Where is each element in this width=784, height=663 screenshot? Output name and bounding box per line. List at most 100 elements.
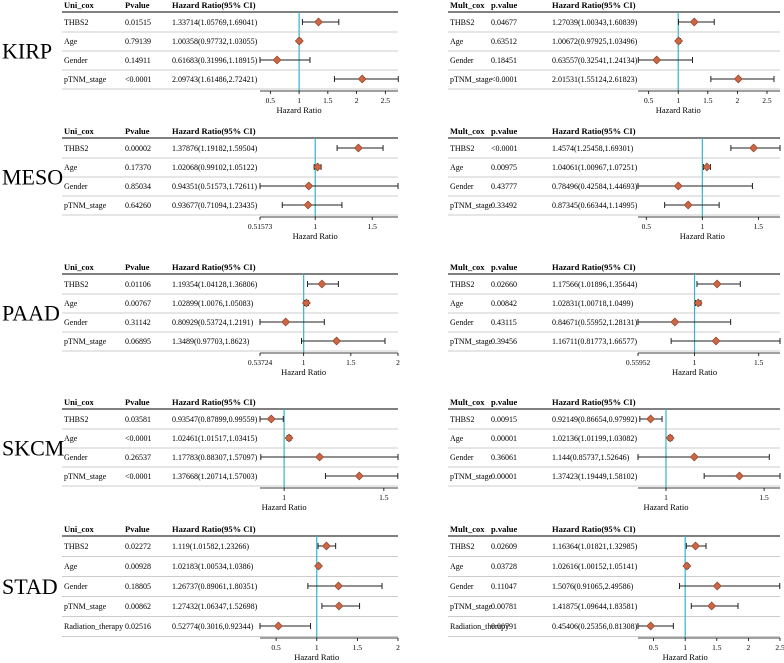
- x-tick-label: 1.5: [759, 493, 769, 502]
- row-variable: Gender: [64, 318, 88, 327]
- row-hazard-ratio-text: 0.84671(0.55952,1.28131): [552, 318, 638, 327]
- hr-point-marker: [304, 181, 314, 191]
- row-pvalue: 0.00928: [125, 562, 151, 571]
- row-hazard-ratio-text: 1.02616(1.00152,1.05141): [552, 562, 638, 571]
- hr-point-marker: [674, 36, 684, 46]
- column-header-hazard-ratio: Hazard Ratio(95% CI): [172, 126, 256, 136]
- row-hazard-ratio-text: 2.09743(1.61486,2.72421): [172, 75, 258, 84]
- x-tick-label: 1.5: [754, 358, 764, 367]
- column-header-variable: Uni_cox: [64, 397, 95, 407]
- row-pvalue: 0.00002: [125, 144, 151, 153]
- x-tick-label: 2: [396, 643, 400, 652]
- row-hazard-ratio-text: 1.00358(0.97732,1.03055): [172, 37, 258, 46]
- x-tick-label: 1.5: [379, 493, 389, 502]
- hr-point-marker: [683, 200, 693, 210]
- row-hazard-ratio-text: 1.00672(0.97925,1.03496): [552, 37, 638, 46]
- row-variable: pTNM_stage: [64, 602, 107, 611]
- hr-point-marker: [693, 298, 703, 308]
- x-tick-label: 1: [315, 643, 319, 652]
- row-hazard-ratio-text: 0.80929(0.53724,1.2191): [172, 318, 254, 327]
- row-variable: THBS2: [450, 18, 474, 27]
- row-hazard-ratio-text: 1.4574(1.25458,1.69301): [552, 144, 634, 153]
- row-hazard-ratio-text: 0.78496(0.42584,1.44693): [552, 182, 638, 191]
- x-axis-label: Hazard Ratio: [294, 652, 339, 662]
- x-tick-label: 0.53724: [248, 358, 273, 367]
- row-hazard-ratio-text: 1.37668(1.20714,1.57003): [172, 472, 258, 481]
- row-hazard-ratio-text: 1.02068(0.99102,1.05122): [172, 163, 258, 172]
- x-tick-label: 1.5: [712, 643, 722, 652]
- row-hazard-ratio-text: 0.45406(0.25356,0.81308): [552, 622, 638, 631]
- hr-point-marker: [652, 55, 662, 65]
- row-variable: pTNM_stage: [450, 602, 493, 611]
- row-variable: pTNM_stage: [450, 75, 493, 84]
- row-hazard-ratio-text: 1.41875(1.09644,1.83581): [552, 602, 638, 611]
- column-header-pvalue: Pvalue: [125, 0, 150, 10]
- column-header-variable: Mult_cox: [450, 397, 485, 407]
- row-hazard-ratio-text: 0.61683(0.31996,1.18915): [172, 56, 258, 65]
- row-variable: Radiation_therapy: [64, 622, 123, 631]
- row-hazard-ratio-text: 1.5076(0.91065,2.49586): [552, 582, 634, 591]
- row-pvalue: 0.64260: [125, 201, 151, 210]
- row-pvalue: 0.43777: [491, 182, 517, 191]
- column-header-hazard-ratio: Hazard Ratio(95% CI): [552, 0, 636, 10]
- row-variable: Gender: [450, 318, 474, 327]
- row-variable: THBS2: [450, 280, 474, 289]
- column-header-variable: Mult_cox: [450, 262, 485, 272]
- column-header-hazard-ratio: Hazard Ratio(95% CI): [552, 262, 636, 272]
- row-hazard-ratio-text: 1.16711(0.81773,1.66577): [552, 337, 637, 346]
- hr-point-marker: [303, 200, 313, 210]
- row-pvalue: 0.14911: [125, 56, 151, 65]
- row-variable: Gender: [64, 182, 88, 191]
- row-hazard-ratio-text: 1.02899(1.0076,1.05083): [172, 299, 254, 308]
- row-hazard-ratio-text: 1.16364(1.01821,1.32985): [552, 542, 638, 551]
- row-variable: THBS2: [64, 144, 88, 153]
- x-tick-label: 1: [282, 493, 286, 502]
- column-header-pvalue: Pvalue: [125, 524, 150, 534]
- row-variable: THBS2: [64, 280, 88, 289]
- column-header-pvalue: p.value: [491, 262, 517, 272]
- x-tick-label: 2.5: [762, 96, 772, 105]
- row-hazard-ratio-text: 0.94351(0.51573,1.72611): [172, 182, 257, 191]
- row-pvalue: 0.02660: [491, 280, 517, 289]
- x-tick-label: 1: [302, 358, 306, 367]
- x-tick-label: 1: [683, 643, 687, 652]
- hr-point-marker: [301, 298, 311, 308]
- row-pvalue: 0.02609: [491, 542, 517, 551]
- row-variable: Gender: [450, 182, 474, 191]
- row-hazard-ratio-text: 1.119(1.01582,1.23266): [172, 542, 249, 551]
- x-tick-label: 2.5: [381, 96, 391, 105]
- column-header-hazard-ratio: Hazard Ratio(95% CI): [552, 524, 636, 534]
- row-pvalue: 0.63512: [491, 37, 517, 46]
- x-axis-label: Hazard Ratio: [656, 105, 701, 115]
- x-tick-label: 0.5: [266, 96, 276, 105]
- cancer-label: SKCM: [2, 436, 64, 461]
- row-variable: Gender: [450, 453, 474, 462]
- row-variable: Age: [450, 562, 464, 571]
- row-pvalue: 0.06895: [125, 337, 151, 346]
- row-variable: Gender: [64, 582, 88, 591]
- row-pvalue: 0.43115: [491, 318, 517, 327]
- hr-point-marker: [334, 601, 344, 611]
- hr-point-marker: [673, 181, 683, 191]
- hr-point-marker: [317, 279, 327, 289]
- row-variable: THBS2: [450, 415, 474, 424]
- row-pvalue: 0.03581: [125, 415, 151, 424]
- x-tick-label: 1.5: [703, 96, 713, 105]
- hr-point-marker: [689, 452, 699, 462]
- row-variable: Gender: [64, 56, 88, 65]
- hr-point-marker: [691, 541, 700, 551]
- row-variable: THBS2: [450, 542, 474, 551]
- hr-point-marker: [712, 581, 722, 591]
- hr-point-marker: [284, 433, 294, 443]
- hr-point-marker: [314, 561, 323, 571]
- row-hazard-ratio-text: 1.3489(0.97703,1.8623): [172, 337, 250, 346]
- x-tick-label: 0.51573: [248, 222, 273, 231]
- row-pvalue: 0.39456: [491, 337, 517, 346]
- hr-point-marker: [273, 621, 283, 631]
- column-header-variable: Mult_cox: [450, 524, 485, 534]
- column-header-variable: Mult_cox: [450, 0, 485, 10]
- row-pvalue: 0.00862: [125, 602, 151, 611]
- row-hazard-ratio-text: 1.27039(1.00343,1.60839): [552, 18, 638, 27]
- row-hazard-ratio-text: 1.17783(0.88307,1.57097): [172, 453, 258, 462]
- hr-point-marker: [313, 162, 322, 172]
